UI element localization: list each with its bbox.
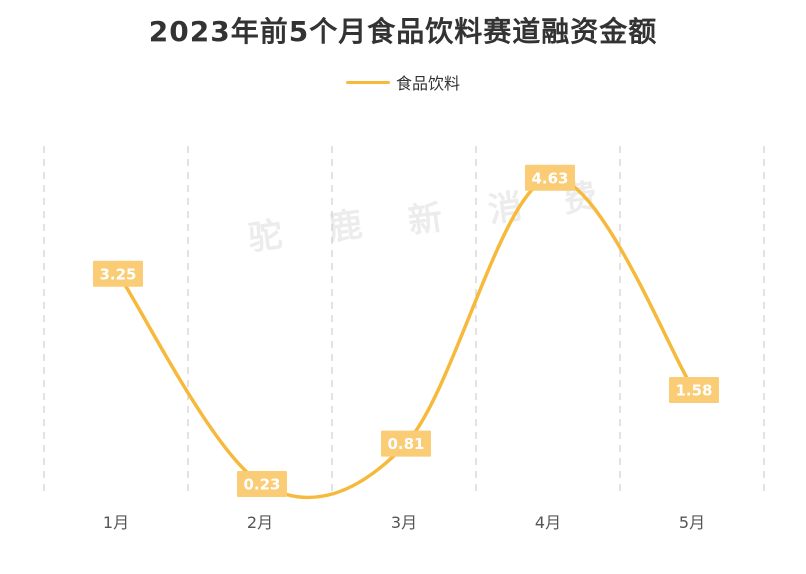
watermark-char: 新: [406, 198, 445, 242]
data-label-bg: [237, 470, 287, 497]
chart-title: 2023年前5个月食品饮料赛道融资金额: [148, 15, 658, 48]
x-tick-label: 5月: [679, 513, 705, 532]
x-tick-label: 3月: [391, 513, 417, 532]
data-label: 0.81: [381, 430, 431, 457]
data-label: 4.63: [525, 164, 575, 191]
data-labels: 3.25 0.23 0.81 4.63 1.58: [93, 164, 719, 497]
data-label-text: 3.25: [99, 265, 136, 283]
data-label-bg: [669, 377, 719, 404]
watermark-char: 驼: [246, 215, 285, 259]
legend-label: 食品饮料: [395, 74, 460, 93]
x-tick-label: 2月: [247, 513, 273, 532]
series-line: [116, 175, 696, 500]
x-axis: 1月 2月 3月 4月 5月: [103, 513, 705, 532]
data-label-text: 0.81: [387, 435, 424, 453]
data-label-bg: [381, 430, 431, 457]
data-label-text: 1.58: [675, 382, 712, 400]
data-label: 3.25: [93, 260, 143, 287]
data-label-text: 0.23: [243, 475, 280, 493]
legend-line-swatch: [345, 80, 390, 84]
series-line-path: [116, 175, 696, 500]
data-label-bg: [525, 164, 575, 191]
data-label: 0.23: [237, 470, 287, 497]
x-tick-label: 4月: [535, 513, 561, 532]
grid-lines: [43, 146, 765, 496]
data-label: 1.58: [669, 377, 719, 404]
x-tick-label: 1月: [103, 513, 129, 532]
legend: 食品饮料: [0, 70, 806, 94]
data-label-bg: [93, 260, 143, 287]
data-label-text: 4.63: [531, 169, 568, 187]
